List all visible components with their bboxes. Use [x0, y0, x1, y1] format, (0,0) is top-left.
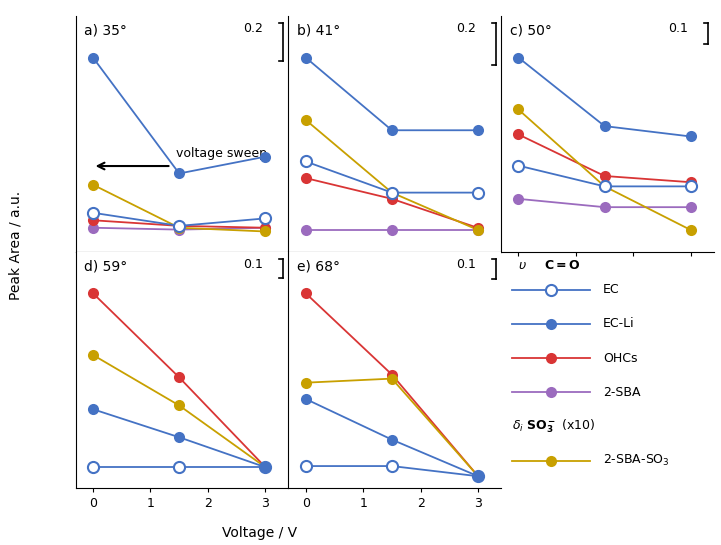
Text: $\delta_i$ $\mathbf{SO_3^-}$ (x10): $\delta_i$ $\mathbf{SO_3^-}$ (x10) — [512, 417, 595, 435]
Text: $\upsilon$: $\upsilon$ — [518, 259, 527, 272]
Text: 0.2: 0.2 — [243, 22, 263, 35]
Text: b) 41°: b) 41° — [297, 23, 340, 38]
Text: EC: EC — [603, 283, 620, 296]
Text: 2-SBA-SO$_3$: 2-SBA-SO$_3$ — [603, 453, 670, 468]
Text: c) 50°: c) 50° — [510, 23, 552, 38]
Text: 0.2: 0.2 — [456, 22, 476, 35]
Text: d) 59°: d) 59° — [84, 259, 128, 273]
Text: 0.1: 0.1 — [456, 258, 476, 271]
Text: EC-Li: EC-Li — [603, 317, 634, 330]
Text: Voltage / V: Voltage / V — [222, 525, 297, 540]
Text: OHCs: OHCs — [603, 352, 637, 365]
Text: $\mathbf{C{=}O}$: $\mathbf{C{=}O}$ — [544, 259, 580, 272]
Text: a) 35°: a) 35° — [84, 23, 127, 38]
Text: voltage sweep: voltage sweep — [176, 147, 267, 160]
Text: 2-SBA: 2-SBA — [603, 386, 641, 399]
Text: Peak Area / a.u.: Peak Area / a.u. — [9, 191, 23, 300]
Text: 0.1: 0.1 — [243, 258, 263, 271]
Text: 0.1: 0.1 — [668, 22, 689, 35]
Text: e) 68°: e) 68° — [297, 259, 340, 273]
